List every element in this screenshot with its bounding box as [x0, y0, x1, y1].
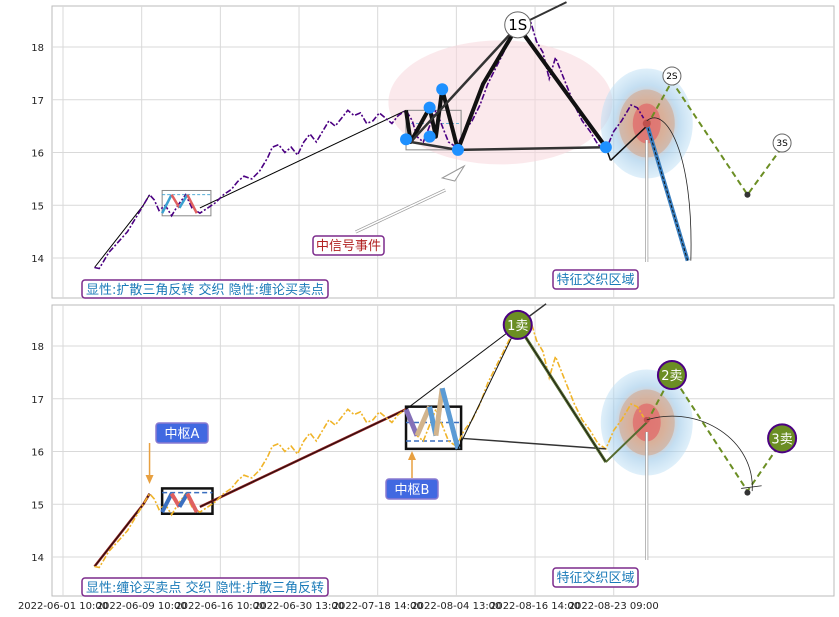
x-tick-label: 2022-08-04 13:00 [411, 601, 501, 612]
trend-line [199, 109, 407, 209]
signal-circle-label: 2卖 [661, 369, 682, 384]
signal-arrow-head [440, 164, 466, 182]
pivot-a-stroke [170, 194, 181, 209]
signal-circle-label: 1S [508, 16, 527, 34]
pivot-a-stroke [161, 194, 173, 214]
pivot-a-stroke [178, 194, 189, 209]
pivot-b-stroke [433, 387, 445, 437]
x-tick-label: 2022-08-16 14:00 [490, 601, 580, 612]
stroke-rise [457, 324, 519, 450]
y-tick-label: 14 [31, 553, 44, 564]
pivot-b-label: 中枢B [395, 483, 430, 498]
pivot-b-stroke [414, 405, 432, 437]
forecast-line [645, 79, 783, 197]
signal-circle [662, 66, 682, 86]
x-tick-label: 2022-06-16 10:00 [175, 601, 265, 612]
signal-dot [423, 101, 436, 114]
y-tick-label: 15 [31, 201, 44, 212]
feature-arc-tip [741, 485, 762, 489]
signal-circle-label: 1卖 [507, 319, 528, 334]
stroke-up [605, 421, 648, 463]
stroke-down-core [517, 324, 607, 463]
bottom-panel-label: 显性:缠论买卖点 交织 隐性:扩散三角反转 [86, 580, 324, 596]
signal-circle [502, 309, 533, 340]
stroke-tail [610, 125, 648, 161]
signal-event-box [312, 235, 385, 256]
stroke-lower [461, 437, 606, 450]
pivot-a-box [155, 422, 209, 444]
pivot-a-stroke [186, 194, 198, 214]
pivot-b-stroke [403, 408, 420, 437]
x-tick-label: 2022-08-23 09:00 [569, 601, 659, 612]
y-tick-label: 16 [31, 448, 44, 459]
stroke-rise [409, 25, 519, 143]
pivot-a-stroke [185, 492, 199, 514]
feature-arc [646, 415, 753, 492]
signal-circle [656, 360, 687, 391]
pivot-b-box [385, 478, 439, 500]
y-tick-label: 16 [31, 149, 44, 160]
signal-circle [504, 11, 532, 39]
signal-dot [400, 133, 413, 146]
price-series [94, 317, 645, 569]
feature-zone-label: 特征交织区域 [556, 272, 634, 288]
forecast-line [645, 373, 783, 493]
signal-circle-label: 3卖 [771, 432, 792, 447]
feature-zone-label: 特征交织区域 [556, 570, 634, 586]
y-tick-label: 18 [31, 43, 44, 54]
forecast-dot [744, 191, 751, 198]
pivot-a-stroke [160, 492, 174, 514]
signal-circle [772, 133, 792, 153]
trend-line-core [199, 408, 407, 508]
stroke-rise [405, 324, 519, 410]
trend-line [94, 194, 151, 268]
signal-ellipse [388, 40, 613, 165]
top-panel-label: 显性:扩散三角反转 交织 隐性:缠论买卖点 [86, 282, 324, 298]
x-tick-label: 2022-06-01 10:00 [18, 601, 108, 612]
stroke-down-core [646, 123, 689, 261]
signal-circle-label: 2S [666, 72, 678, 82]
signal-dot [436, 83, 449, 96]
pivot-box-b [404, 405, 463, 451]
signal-arrow-inner [355, 189, 446, 233]
price-series [94, 18, 645, 270]
signal-event-label: 中信号事件 [316, 239, 381, 254]
feature-arc [646, 117, 692, 261]
signal-circle [767, 423, 798, 454]
bottom-panel-label-box [81, 577, 329, 597]
x-tick-label: 2022-06-09 10:00 [97, 601, 187, 612]
pivot-b-arrow-head [408, 451, 416, 460]
y-tick-label: 17 [31, 395, 44, 406]
x-tick-label: 2022-07-18 14:00 [333, 601, 423, 612]
feature-zone-box [552, 269, 639, 290]
pivot-a-label: 中枢A [165, 427, 200, 442]
y-tick-label: 17 [31, 96, 44, 107]
pivot-a-stroke [177, 492, 190, 508]
signal-dot [599, 141, 612, 154]
y-tick-label: 14 [31, 254, 44, 265]
signal-dot [423, 130, 436, 143]
pivot-a-stroke [169, 492, 182, 508]
signal-dot [451, 143, 464, 156]
forecast-dot [744, 489, 751, 496]
plot-frame [51, 304, 835, 597]
trend-line-core [94, 493, 150, 567]
feature-zone-box [552, 567, 639, 588]
x-tick-label: 2022-06-30 13:00 [254, 601, 344, 612]
pivot-a-arrow-head [145, 475, 154, 484]
y-tick-label: 18 [31, 342, 44, 353]
pivot-b-stroke [439, 387, 461, 450]
y-tick-label: 15 [31, 500, 44, 511]
feature-dot [642, 119, 651, 128]
top-panel-label-box [81, 279, 329, 299]
signal-circle-label: 3S [776, 139, 788, 149]
